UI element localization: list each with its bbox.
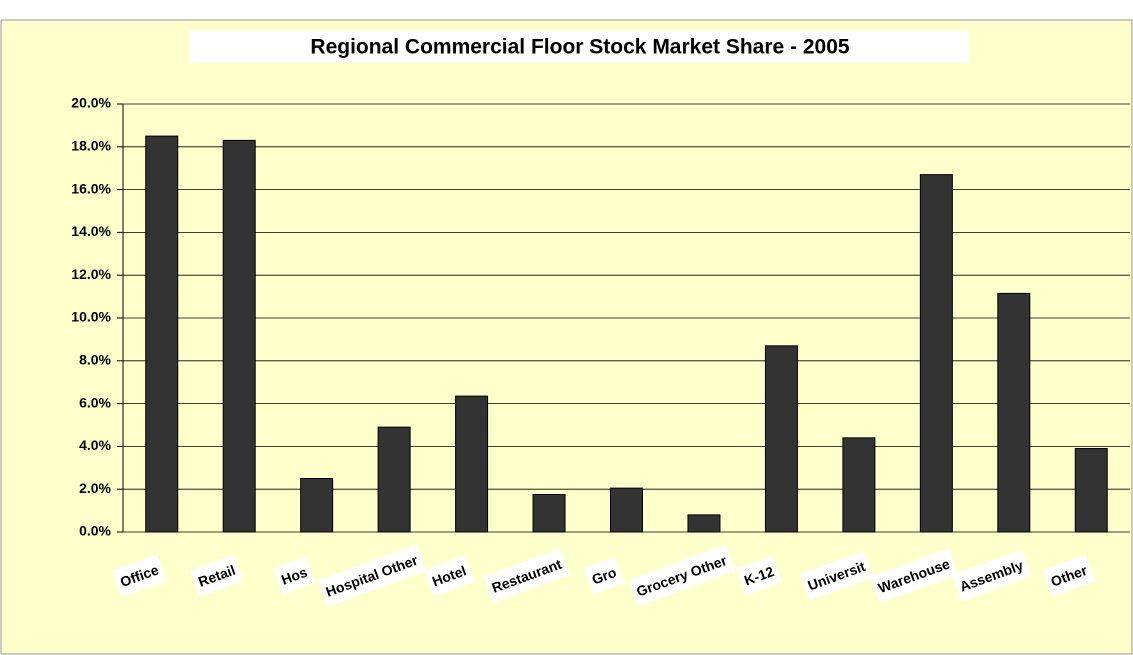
y-tick-label: 6.0% — [79, 394, 111, 410]
x-tick-label-group: Hos — [273, 556, 316, 595]
x-tick-label-background — [483, 548, 570, 603]
bar — [687, 514, 721, 533]
x-tick-label-group: Gro — [583, 557, 625, 595]
x-tick-label-background — [583, 557, 625, 595]
x-tick-label-background — [628, 544, 736, 607]
x-tick-label-background — [317, 544, 427, 607]
bar — [919, 174, 953, 533]
x-tick-label-background — [190, 554, 244, 597]
x-tick-label-group: Retail — [190, 554, 244, 597]
x-tick-label-background — [1042, 554, 1096, 597]
bar — [997, 292, 1031, 533]
x-tick-label-group: Hotel — [424, 555, 475, 597]
x-tick-label-background — [799, 550, 874, 601]
y-tick-label: 8.0% — [79, 352, 111, 368]
bar — [532, 494, 566, 533]
title-background — [189, 31, 970, 63]
x-tick-label-background — [736, 555, 782, 596]
bar — [842, 437, 876, 533]
bar — [610, 487, 643, 533]
y-tick-label: 0.0% — [79, 523, 111, 539]
y-tick-label: 20.0% — [71, 95, 111, 111]
x-tick-label-background — [870, 548, 958, 604]
x-tick-label-group: Office — [112, 554, 167, 598]
x-tick-label-background — [112, 554, 167, 598]
bar — [455, 395, 489, 533]
x-tick-label-group: Other — [1042, 554, 1096, 597]
bar — [300, 478, 334, 533]
y-tick-label: 16.0% — [71, 180, 111, 196]
y-tick-label: 10.0% — [71, 309, 111, 325]
y-tick-label: 18.0% — [71, 138, 111, 154]
x-tick-label: Gro — [590, 564, 619, 588]
bar — [145, 135, 179, 533]
y-tick-label: 4.0% — [79, 437, 111, 453]
x-tick-label-background — [424, 555, 475, 597]
bar — [222, 139, 256, 533]
y-tick-label: 12.0% — [71, 266, 111, 282]
chart-title: Regional Commercial Floor Stock Market S… — [310, 36, 850, 59]
y-tick-label: 2.0% — [79, 480, 111, 496]
x-tick-label-background — [273, 556, 316, 595]
x-tick-label-group: K-12 — [736, 555, 782, 596]
bar — [1074, 448, 1108, 533]
x-tick-label-background — [951, 549, 1032, 602]
y-tick-label: 14.0% — [71, 223, 111, 239]
bar — [764, 345, 798, 533]
bar — [377, 426, 411, 533]
